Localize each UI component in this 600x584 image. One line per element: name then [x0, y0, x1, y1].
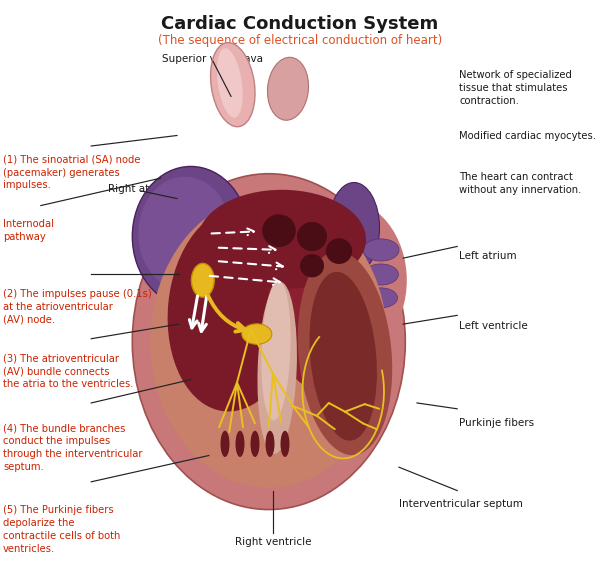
Ellipse shape [242, 324, 272, 345]
Ellipse shape [363, 239, 399, 261]
Ellipse shape [281, 431, 290, 457]
Ellipse shape [133, 166, 250, 307]
Ellipse shape [300, 254, 324, 277]
Text: (2) The impulses pause (0.1s)
at the atrioventricular
(AV) node.: (2) The impulses pause (0.1s) at the atr… [3, 289, 152, 325]
Text: Modified cardiac myocytes.: Modified cardiac myocytes. [459, 131, 596, 141]
Ellipse shape [235, 431, 245, 457]
Ellipse shape [151, 196, 388, 488]
Ellipse shape [265, 431, 275, 457]
Text: The heart can contract
without any innervation.: The heart can contract without any inner… [459, 172, 581, 195]
Ellipse shape [268, 228, 368, 391]
Text: (4) The bundle branches
conduct the impulses
through the interventricular
septum: (4) The bundle branches conduct the impu… [3, 423, 143, 472]
Ellipse shape [365, 288, 398, 308]
Ellipse shape [326, 238, 352, 264]
Ellipse shape [133, 174, 406, 509]
Text: Left atrium: Left atrium [459, 251, 517, 261]
Ellipse shape [298, 252, 392, 455]
Ellipse shape [217, 48, 242, 117]
Ellipse shape [257, 282, 297, 454]
Ellipse shape [310, 272, 377, 441]
Text: Right atrium: Right atrium [109, 184, 173, 194]
Text: Purkinje fibers: Purkinje fibers [459, 418, 534, 427]
Ellipse shape [262, 214, 296, 247]
Ellipse shape [211, 43, 255, 127]
Text: (1) The sinoatrial (SA) node
(pacemaker) generates
impulses.: (1) The sinoatrial (SA) node (pacemaker)… [3, 155, 140, 190]
Ellipse shape [186, 239, 246, 321]
Ellipse shape [167, 207, 301, 412]
Text: Right ventricle: Right ventricle [235, 537, 311, 547]
Ellipse shape [364, 264, 398, 285]
Ellipse shape [221, 431, 229, 457]
Ellipse shape [251, 431, 260, 457]
Ellipse shape [191, 263, 214, 297]
Ellipse shape [139, 177, 232, 291]
Text: Left ventricle: Left ventricle [459, 321, 528, 331]
Ellipse shape [262, 280, 290, 420]
Ellipse shape [268, 57, 308, 120]
Ellipse shape [198, 190, 366, 289]
Ellipse shape [329, 182, 380, 273]
Ellipse shape [162, 184, 354, 330]
Ellipse shape [275, 199, 407, 362]
Text: (5) The Purkinje fibers
depolarize the
contractile cells of both
ventricles.: (5) The Purkinje fibers depolarize the c… [3, 505, 121, 554]
Text: Network of specialized
tissue that stimulates
contraction.: Network of specialized tissue that stimu… [459, 70, 572, 106]
Text: (The sequence of electrical conduction of heart): (The sequence of electrical conduction o… [158, 34, 442, 47]
Text: Cardiac Conduction System: Cardiac Conduction System [161, 15, 439, 33]
Text: (3) The atrioventricular
(AV) bundle connects
the atria to the ventricles.: (3) The atrioventricular (AV) bundle con… [3, 353, 133, 389]
Text: Superior vena cava: Superior vena cava [163, 54, 263, 64]
Text: Interventricular septum: Interventricular septum [399, 499, 523, 509]
Text: Internodal
pathway: Internodal pathway [3, 219, 54, 242]
Ellipse shape [297, 222, 327, 251]
